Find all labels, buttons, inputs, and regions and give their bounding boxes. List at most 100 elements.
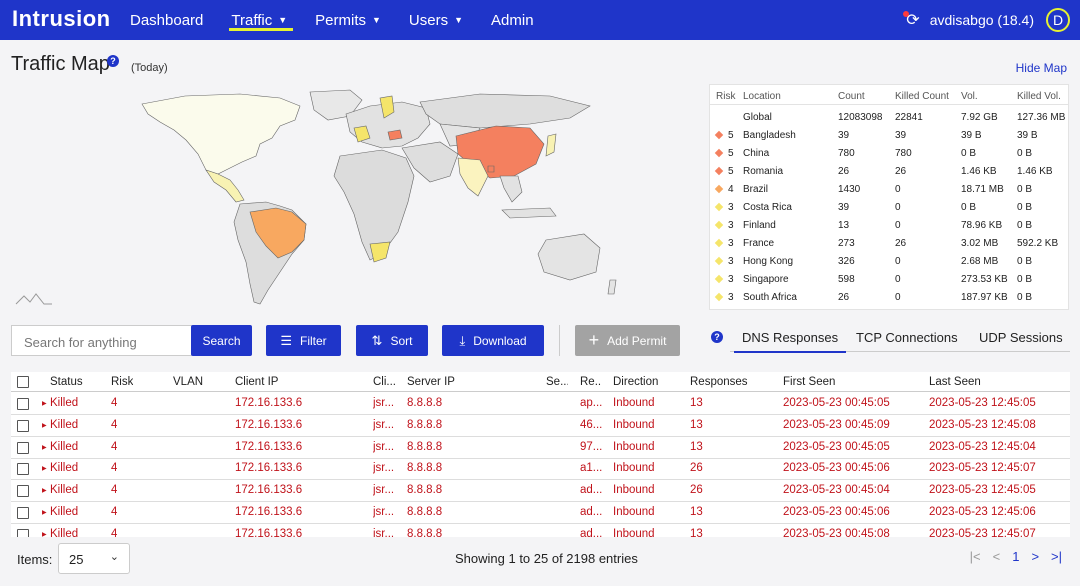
search-button[interactable]: Search: [191, 325, 252, 356]
request-cell: ap...: [580, 397, 602, 409]
location-value: South Africa: [743, 292, 797, 303]
refresh-icon[interactable]: ⟳: [903, 10, 920, 30]
expand-row-icon[interactable]: ▶: [42, 510, 47, 516]
tab-dns-responses[interactable]: DNS Responses: [733, 330, 847, 353]
risk-table-row[interactable]: 4 Brazil 1430 0 18.71 MB 0 B: [710, 180, 1068, 198]
request-col-header[interactable]: Re...: [580, 376, 602, 388]
next-page-icon[interactable]: >: [1031, 549, 1040, 564]
count-col-header[interactable]: Count: [838, 91, 865, 102]
risk-diamond-icon: [714, 166, 724, 176]
row-checkbox[interactable]: [17, 485, 29, 498]
client-name-col-header[interactable]: Cli...: [373, 376, 395, 388]
risk-table-row[interactable]: Global 12083098 22841 7.92 GB 127.36 MB: [710, 108, 1068, 126]
risk-col-header[interactable]: Risk: [111, 376, 134, 388]
first-page-icon[interactable]: |<: [969, 549, 981, 564]
tab-udp-sessions[interactable]: UDP Sessions: [979, 330, 1063, 345]
table-row[interactable]: ▶ Killed 4 172.16.133.6 jsr... 8.8.8.8 97... In…: [11, 437, 1070, 459]
table-row[interactable]: ▶ Killed 4 172.16.133.6 jsr... 8.8.8.8 46... In…: [11, 415, 1070, 437]
risk-table-row[interactable]: 5 Romania 26 26 1.46 KB 1.46 KB: [710, 162, 1068, 180]
server-name-col-header[interactable]: Se...: [546, 376, 568, 388]
status-col-header[interactable]: Status: [50, 376, 83, 388]
expand-row-icon[interactable]: ▶: [42, 444, 47, 451]
location-col-header[interactable]: Location: [743, 91, 781, 102]
direction-col-header[interactable]: Direction: [613, 376, 659, 388]
user-name[interactable]: avdisabgo (18.4): [929, 12, 1034, 28]
prev-page-icon[interactable]: <: [992, 549, 1001, 564]
expand-row-icon[interactable]: ▶: [42, 422, 47, 429]
brand-logo[interactable]: Intrusion: [12, 6, 111, 31]
risk-col-header[interactable]: Risk: [716, 91, 736, 102]
responses-col-header[interactable]: Responses: [690, 376, 748, 388]
killed-vol-value: 0 B: [1017, 220, 1033, 231]
risk-table-row[interactable]: 3 Finland 13 0 78.96 KB 0 B: [710, 216, 1068, 234]
table-row[interactable]: ▶ Killed 4 172.16.133.6 jsr... 8.8.8.8 ad... In…: [11, 502, 1070, 524]
row-checkbox[interactable]: [17, 528, 29, 537]
request-cell: 97...: [580, 440, 602, 453]
download-button[interactable]: ⤓ Download: [442, 325, 544, 356]
vlan-col-header[interactable]: VLAN: [173, 376, 204, 388]
request-cell: ad...: [580, 527, 602, 537]
notification-dot: [903, 11, 910, 17]
last-seen-col-header[interactable]: Last Seen: [929, 376, 981, 388]
nav-admin[interactable]: Admin: [491, 0, 534, 40]
risk-diamond-icon: [714, 184, 724, 194]
risk-table-row[interactable]: 3 France 273 26 3.02 MB 592.2 KB: [710, 234, 1068, 252]
last-seen-cell: 2023-05-23 12:45:04: [929, 440, 1036, 453]
map-region-bangladesh: [487, 165, 495, 173]
filter-button[interactable]: ☰ Filter: [266, 325, 341, 356]
risk-table-row[interactable]: 3 South Africa 26 0 187.97 KB 0 B: [710, 288, 1068, 306]
sort-button[interactable]: ⇅ Sort: [356, 325, 428, 356]
table-row[interactable]: ▶ Killed 4 172.16.133.6 jsr... 8.8.8.8 a1... In…: [11, 458, 1070, 481]
killed-count-col-header[interactable]: Killed Count: [895, 91, 949, 102]
risk-table-row[interactable]: 3 Hong Kong 326 0 2.68 MB 0 B: [710, 252, 1068, 270]
expand-row-icon[interactable]: ▶: [42, 401, 47, 407]
search-input[interactable]: Search for anything: [11, 325, 192, 356]
table-row[interactable]: ▶ Killed 4 172.16.133.6 jsr... 8.8.8.8 ap... In…: [11, 393, 1070, 415]
items-per-page-select[interactable]: 25 ⌄: [58, 543, 130, 574]
risk-table-row[interactable]: 3 Singapore 598 0 273.53 KB 0 B: [710, 270, 1068, 288]
tab-tcp-connections[interactable]: TCP Connections: [856, 330, 958, 345]
killed-count-value: 0: [895, 274, 901, 285]
killed-vol-col-header[interactable]: Killed Vol.: [1017, 91, 1061, 102]
last-page-icon[interactable]: >|: [1051, 549, 1062, 564]
risk-table-row[interactable]: 5 Bangladesh 39 39 39 B 39 B: [710, 126, 1068, 144]
table-row[interactable]: ▶ Killed 4 172.16.133.6 jsr... 8.8.8.8 ad... In…: [11, 524, 1070, 537]
row-checkbox[interactable]: [17, 463, 29, 476]
last-seen-cell: 2023-05-23 12:45:08: [929, 418, 1036, 431]
nav-traffic-label: Traffic: [231, 11, 273, 29]
risk-diamond-icon: [714, 220, 724, 230]
risk-diamond-icon: [714, 256, 724, 266]
help-icon[interactable]: ?: [107, 55, 119, 67]
tabs-help-icon[interactable]: ?: [711, 331, 723, 343]
add-permit-button[interactable]: + Add Permit: [575, 325, 680, 356]
server-ip-col-header[interactable]: Server IP: [407, 376, 455, 388]
row-checkbox[interactable]: [17, 419, 29, 432]
row-checkbox[interactable]: [17, 441, 29, 454]
table-footer: Items: 25 ⌄ Showing 1 to 25 of 2198 entr…: [0, 540, 1080, 586]
vol-col-header[interactable]: Vol.: [961, 91, 978, 102]
nav-dashboard[interactable]: Dashboard: [130, 0, 203, 40]
nav-users[interactable]: Users ▼: [409, 0, 463, 40]
nav-permits[interactable]: Permits ▼: [315, 0, 381, 40]
risk-table-row[interactable]: 3 Costa Rica 39 0 0 B 0 B: [710, 198, 1068, 216]
first-seen-col-header[interactable]: First Seen: [783, 376, 836, 388]
expand-row-icon[interactable]: ▶: [42, 531, 47, 537]
select-all-checkbox[interactable]: [17, 376, 29, 388]
table-row[interactable]: ▶ Killed 4 172.16.133.6 jsr... 8.8.8.8 ad... In…: [11, 480, 1070, 503]
row-checkbox[interactable]: [17, 507, 29, 519]
risk-table-row[interactable]: 5 China 780 780 0 B 0 B: [710, 144, 1068, 162]
client-ip-col-header[interactable]: Client IP: [235, 376, 279, 388]
expand-row-icon[interactable]: ▶: [42, 466, 47, 473]
hide-map-link[interactable]: Hide Map: [1015, 61, 1067, 75]
vol-value: 2.68 MB: [961, 256, 999, 267]
client-ip-cell: 172.16.133.6: [235, 527, 303, 537]
count-value: 326: [838, 256, 855, 267]
vol-value: 187.97 KB: [961, 292, 1008, 303]
page-number[interactable]: 1: [1012, 549, 1020, 564]
table-header-row: Status Risk VLAN Client IP Cli... Server…: [11, 372, 1070, 392]
row-checkbox[interactable]: [17, 398, 29, 410]
avatar[interactable]: D: [1046, 8, 1070, 32]
status-cell: Killed: [50, 418, 79, 431]
expand-row-icon[interactable]: ▶: [42, 488, 47, 495]
nav-traffic[interactable]: Traffic ▼: [229, 0, 293, 40]
